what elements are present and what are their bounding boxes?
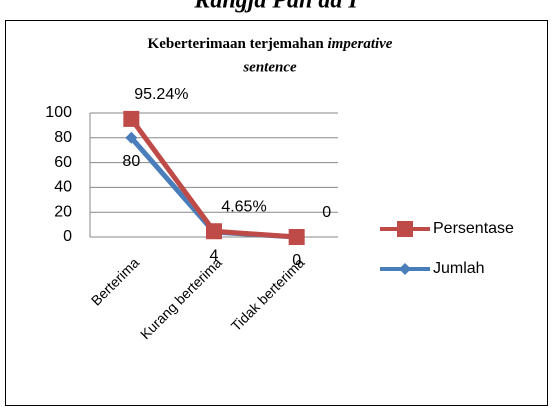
data-label: 80	[122, 153, 140, 170]
legend-label: Persentase	[433, 220, 514, 237]
page-heading: Rangja Pan da I	[193, 0, 359, 14]
line-marker	[123, 110, 140, 127]
chart-title: sentence	[242, 59, 297, 75]
data-label: 4.65%	[221, 198, 266, 215]
title-part: Keberterimaan terjemahan	[148, 36, 325, 52]
line-marker	[206, 223, 222, 240]
series-line	[129, 117, 297, 240]
x-tick-label: Kurang berterima	[137, 254, 225, 342]
line-marker	[399, 263, 411, 275]
y-tick-label: 100	[45, 104, 72, 121]
data-label: 95.24%	[134, 86, 188, 103]
y-tick-label: 60	[54, 154, 72, 171]
data-label: 0	[322, 204, 331, 221]
x-tick-label: Berterima	[88, 254, 142, 308]
chart-title: Keberterimaan terjemahan imperative	[148, 36, 393, 52]
legend-label: Jumlah	[433, 260, 485, 277]
y-tick-label: 40	[54, 179, 72, 196]
line-marker	[125, 131, 138, 144]
title-part: imperative	[327, 36, 392, 52]
chart-frame	[5, 20, 548, 406]
data-label: 0	[292, 252, 301, 269]
y-tick-label: 0	[63, 228, 72, 245]
line-marker	[397, 221, 413, 237]
y-tick-label: 80	[54, 129, 72, 146]
data-label: 4	[210, 247, 219, 264]
y-tick-label: 20	[54, 203, 72, 220]
line-marker	[288, 229, 305, 245]
